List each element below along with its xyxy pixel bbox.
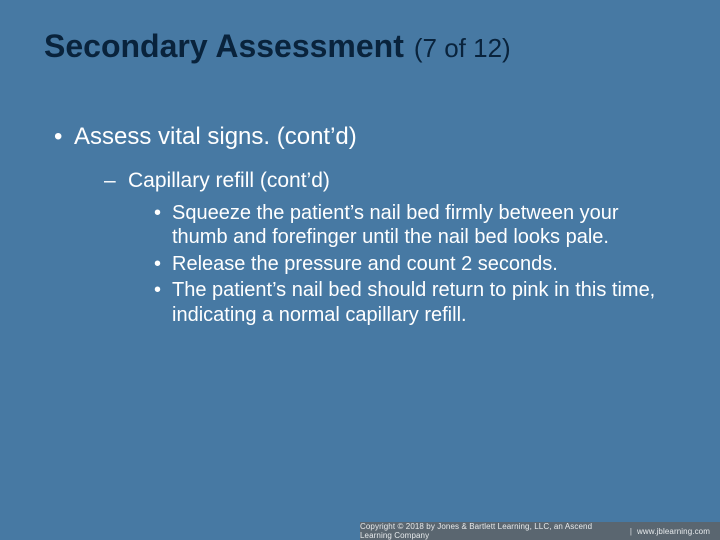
bullet-level-3: •Release the pressure and count 2 second…: [154, 252, 656, 276]
slide-title: Secondary Assessment (7 of 12): [44, 28, 676, 65]
bullet-level-1-text: Assess vital signs. (cont’d): [74, 123, 357, 150]
bullet-level-3-text: Release the pressure and count 2 seconds…: [172, 253, 558, 275]
bullet-dot-icon: •: [154, 201, 172, 225]
footer-copyright-text: Copyright © 2018 by Jones & Bartlett Lea…: [360, 522, 625, 540]
footer-url: www.jblearning.com: [637, 527, 710, 536]
bullet-dot-icon: •: [154, 252, 172, 276]
bullet-level-1: •Assess vital signs. (cont’d): [54, 123, 676, 151]
bullet-level-2-text: Capillary refill (cont’d): [128, 169, 330, 192]
title-main: Secondary Assessment: [44, 28, 404, 65]
bullet-dot-icon: •: [54, 123, 74, 151]
bullet-level-3-text: Squeeze the patient’s nail bed firmly be…: [172, 202, 619, 248]
bullet-level-2: –Capillary refill (cont’d): [104, 169, 676, 193]
bullet-dash-icon: –: [104, 169, 128, 193]
title-page-indicator: (7 of 12): [414, 33, 511, 64]
separator-icon: |: [630, 527, 632, 536]
footer-copyright: Copyright © 2018 by Jones & Bartlett Lea…: [360, 522, 720, 540]
bullet-level-3: •The patient’s nail bed should return to…: [154, 278, 656, 327]
slide: Secondary Assessment (7 of 12) •Assess v…: [0, 0, 720, 540]
bullet-level-3: •Squeeze the patient’s nail bed firmly b…: [154, 201, 656, 250]
bullet-level-3-text: The patient’s nail bed should return to …: [172, 279, 655, 325]
bullet-dot-icon: •: [154, 278, 172, 302]
